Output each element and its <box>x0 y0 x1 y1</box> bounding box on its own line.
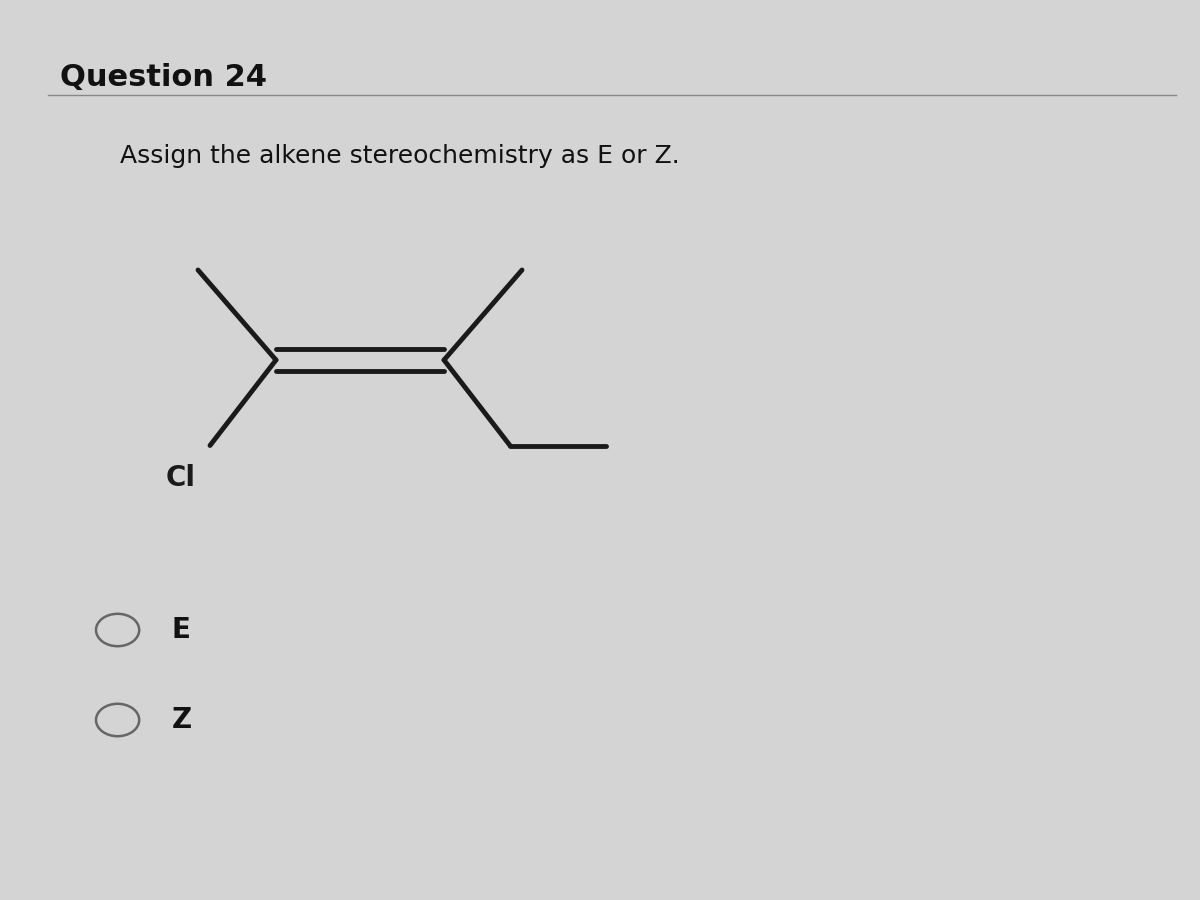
Text: Cl: Cl <box>166 464 196 491</box>
Text: Assign the alkene stereochemistry as E or Z.: Assign the alkene stereochemistry as E o… <box>120 144 679 168</box>
Text: Question 24: Question 24 <box>60 63 266 92</box>
Text: E: E <box>172 616 191 644</box>
Text: Z: Z <box>172 706 192 734</box>
